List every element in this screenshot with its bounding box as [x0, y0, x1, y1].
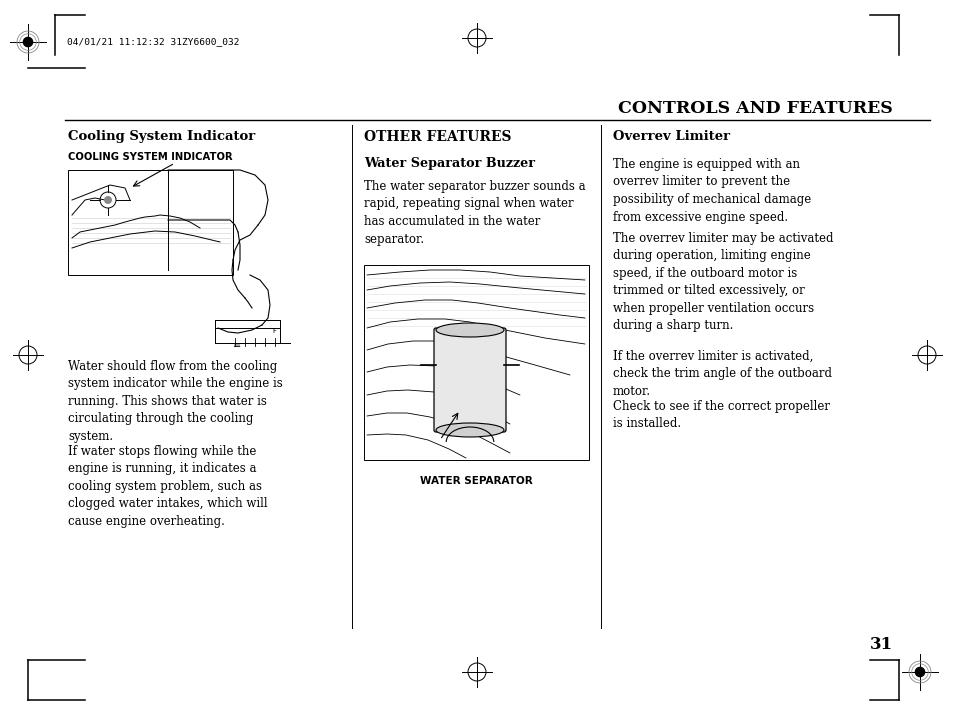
Circle shape	[915, 667, 923, 677]
Text: If water stops flowing while the
engine is running, it indicates a
cooling syste: If water stops flowing while the engine …	[68, 445, 268, 528]
FancyBboxPatch shape	[434, 328, 505, 432]
Text: F: F	[272, 328, 275, 334]
Text: 04/01/21 11:12:32 31ZY6600_032: 04/01/21 11:12:32 31ZY6600_032	[67, 38, 239, 46]
Text: Water should flow from the cooling
system indicator while the engine is
running.: Water should flow from the cooling syste…	[68, 360, 282, 443]
Text: Cooling System Indicator: Cooling System Indicator	[68, 130, 255, 143]
Bar	[364, 265, 588, 460]
Text: Water Separator Buzzer: Water Separator Buzzer	[364, 157, 535, 170]
Text: CONTROLS AND FEATURES: CONTROLS AND FEATURES	[618, 100, 892, 117]
Circle shape	[104, 196, 112, 204]
Text: Check to see if the correct propeller
is installed.: Check to see if the correct propeller is…	[613, 400, 829, 430]
Text: WATER SEPARATOR: WATER SEPARATOR	[419, 476, 533, 486]
Text: The overrev limiter may be activated
during operation, limiting engine
speed, if: The overrev limiter may be activated dur…	[613, 232, 833, 332]
Text: OTHER FEATURES: OTHER FEATURES	[364, 130, 511, 144]
Ellipse shape	[436, 323, 503, 337]
Text: The engine is equipped with an
overrev limiter to prevent the
possibility of mec: The engine is equipped with an overrev l…	[613, 158, 810, 224]
Text: COOLING SYSTEM INDICATOR: COOLING SYSTEM INDICATOR	[68, 152, 233, 162]
Text: 31: 31	[869, 636, 892, 653]
Text: If the overrev limiter is activated,
check the trim angle of the outboard
motor.: If the overrev limiter is activated, che…	[613, 350, 831, 398]
Bar	[68, 170, 233, 275]
Text: Overrev Limiter: Overrev Limiter	[613, 130, 729, 143]
Ellipse shape	[436, 423, 503, 437]
Circle shape	[24, 38, 32, 47]
Text: ≡: ≡	[233, 340, 241, 350]
Text: The water separator buzzer sounds a
rapid, repeating signal when water
has accum: The water separator buzzer sounds a rapi…	[364, 180, 585, 246]
